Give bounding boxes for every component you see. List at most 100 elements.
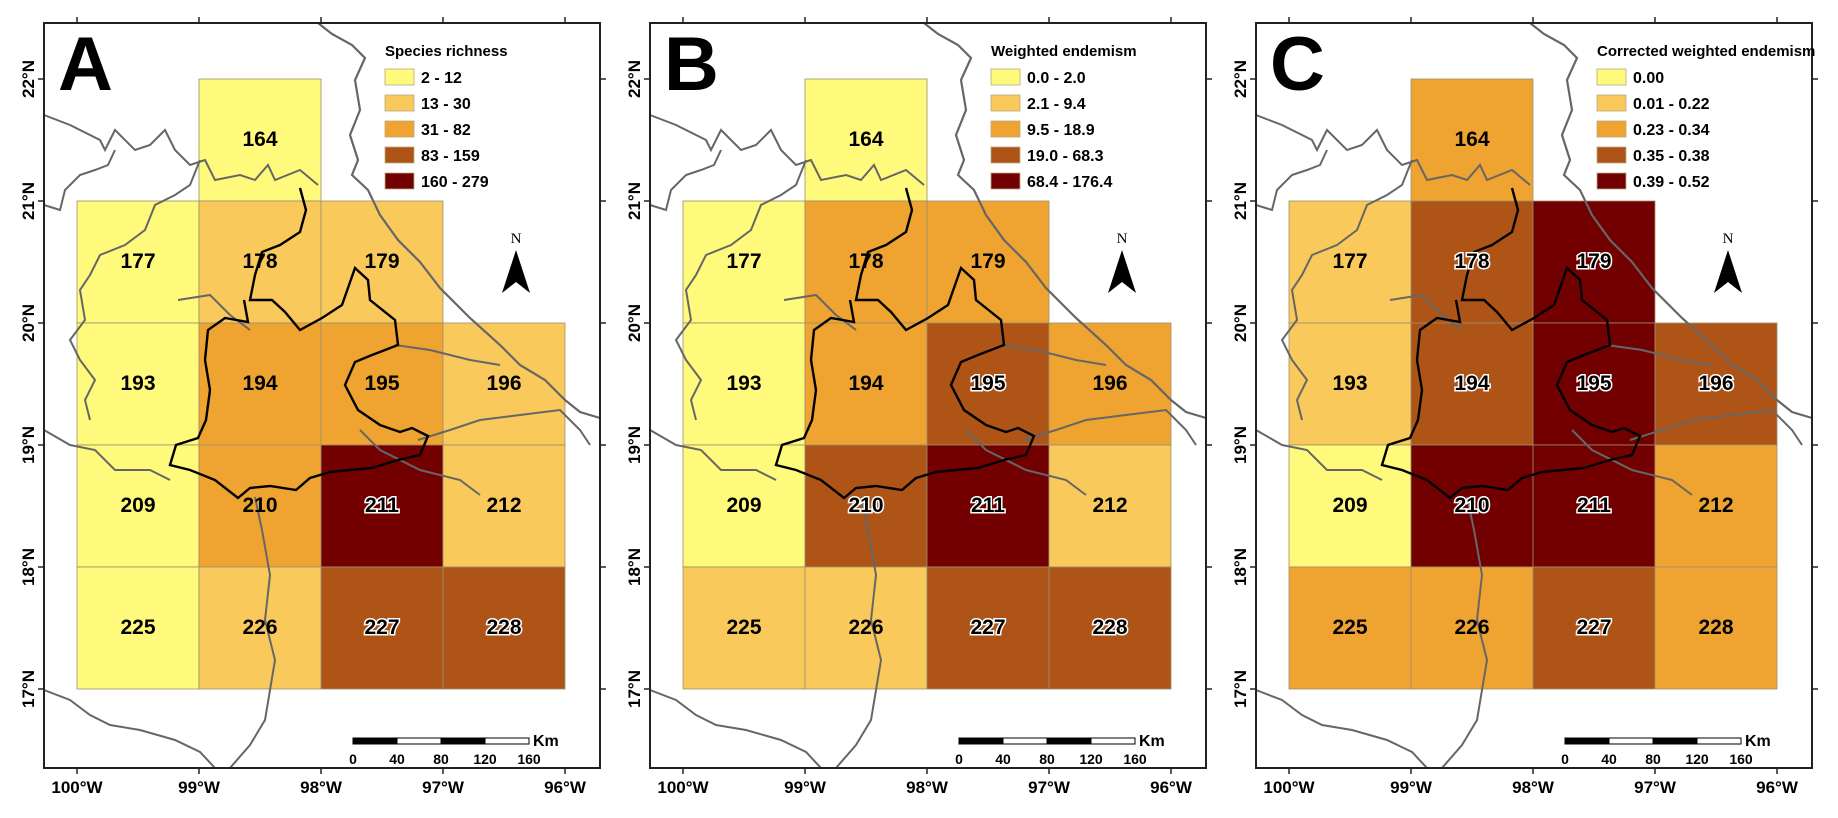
legend: Corrected weighted endemism 0.00 0.01 - 0.… [1596,43,1815,191]
cell-id-label: 178 [848,250,883,273]
grid-cell [1410,566,1534,690]
grid-cell [1048,444,1172,568]
grid-cells [682,78,1172,690]
scale-segment [1652,737,1698,745]
grid-cell [804,566,928,690]
longitude-label: 100°W [657,778,709,797]
cell-id-label: 228 [1092,616,1127,639]
coastline [317,22,601,420]
cell-id-label: 179 [1576,250,1611,273]
scale-tick-label: 0 [955,751,963,767]
longitude-label: 99°W [1390,778,1433,797]
latitude-label: 22°N [19,60,38,98]
legend-swatch [384,172,415,190]
grid-cell [1410,322,1534,446]
longitude-label: 96°W [544,778,587,797]
longitude-label: 100°W [51,778,103,797]
cell-id-label: 195 [1576,372,1611,395]
legend-swatch [990,120,1021,138]
legend-swatch [1596,68,1627,86]
state-boundary [359,429,481,496]
cell-id-label: 177 [726,250,761,273]
scale-unit: Km [1139,733,1165,750]
cell-id-label: 212 [486,494,521,517]
scale-tick-label: 80 [1645,751,1661,767]
legend-swatch [1596,120,1627,138]
cell-id-label: 228 [486,616,521,639]
cell-id-label: 193 [120,372,155,395]
state-boundary [1023,408,1197,446]
cell-id-label: 228 [1698,616,1733,639]
cell-id-label: 209 [120,494,155,517]
cell-id-label: 195 [364,372,399,395]
cell-id-label: 225 [726,616,761,639]
grid-cell [198,78,322,202]
cell-id-label: 227 [1576,616,1611,639]
grid-cells [76,78,566,690]
cell-id-label: 193 [1332,372,1367,395]
cell-id-label: 211 [1577,494,1611,517]
cell-id-label: 211 [971,494,1005,517]
longitude-label: 99°W [784,778,827,797]
scale-tick-label: 160 [517,751,541,767]
cell-id-label: 193 [726,372,761,395]
map-frame [649,22,1207,769]
scale-unit: Km [533,733,559,750]
scale-tick-label: 160 [1123,751,1147,767]
legend-swatch [990,94,1021,112]
map-panel-c: 164 177 178 179 193 194 195 196 209 210 211 212 225 2… [1231,17,1818,797]
grid-cell [1654,444,1778,568]
scale-segment [1696,737,1742,745]
cell-id-label: 178 [1454,250,1489,273]
north-arrow-icon [1108,250,1136,293]
legend-title: Weighted endemism [991,43,1137,60]
cell-id-label: 227 [364,616,399,639]
scale-segment [484,737,530,745]
state-boundary [1255,114,1531,186]
longitude-label: 96°W [1150,778,1193,797]
latitude-label: 17°N [625,670,644,708]
longitude-label: 97°W [422,778,465,797]
north-arrow-icon [1714,250,1742,293]
scale-segment [1090,737,1136,745]
study-area-outline [168,187,430,500]
cell-id-label: 164 [242,128,277,151]
latitude-label: 17°N [19,670,38,708]
legend: Weighted endemism 0.0 - 2.0 2.1 - 9.4 9.5 -… [990,43,1137,191]
legend-label: 19.0 - 68.3 [1027,148,1104,165]
state-boundary [1000,344,1107,366]
grid-cell [198,444,322,568]
grid-cell [1288,566,1412,690]
grid-cell [320,200,444,324]
cell-id-label: 210 [848,494,883,517]
cell-id-label: 210 [242,494,277,517]
scale-segment [958,737,1004,745]
north-arrow-icon [502,250,530,293]
legend-title: Species richness [385,43,508,60]
state-boundary [965,429,1087,496]
state-boundary [835,496,883,769]
legend-swatch [1596,94,1627,112]
grid-cell [1654,566,1778,690]
scale-segment [1002,737,1048,745]
legend-label: 68.4 - 176.4 [1027,174,1113,191]
panel-letter: C [1270,22,1325,107]
scale-tick-label: 40 [389,751,405,767]
legend-swatch [384,68,415,86]
grid-cell [804,444,928,568]
legend-swatch [990,172,1021,190]
longitude-label: 97°W [1634,778,1677,797]
scale-segment [396,737,442,745]
state-boundary [68,159,201,421]
longitude-label: 97°W [1028,778,1071,797]
scale-tick-label: 120 [1079,751,1103,767]
state-boundary [1255,429,1383,481]
scale-segment [1608,737,1654,745]
cell-id-label: 196 [486,372,521,395]
legend-swatch [384,120,415,138]
state-boundary [394,344,501,366]
